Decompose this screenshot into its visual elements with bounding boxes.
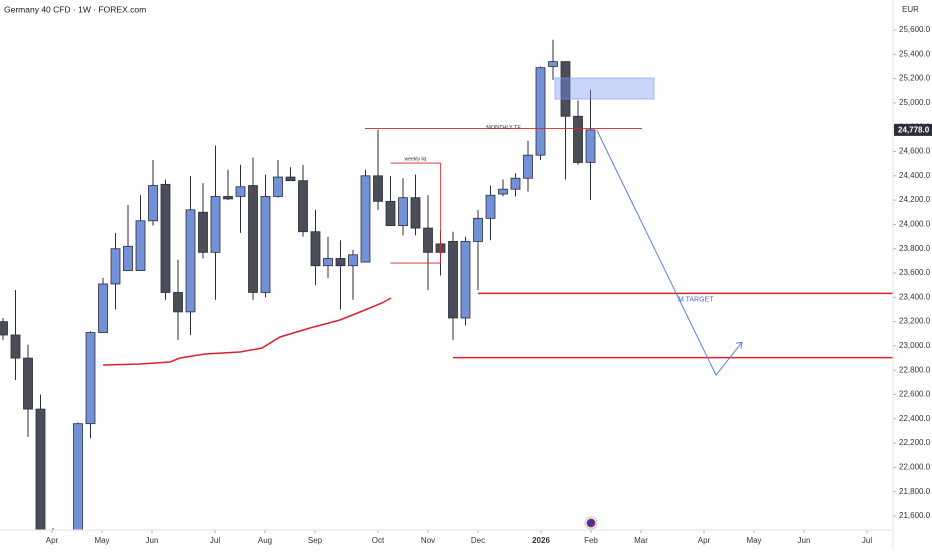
candle-body <box>323 258 333 267</box>
y-tick-label: 23,000.0 <box>899 341 931 350</box>
candle-body <box>423 227 433 253</box>
candle-body <box>448 241 458 319</box>
candle-body <box>523 154 533 179</box>
current-price-box <box>894 123 932 136</box>
candle-body <box>235 186 246 197</box>
y-tick-label: 24,600.0 <box>899 147 931 156</box>
candle-body <box>223 196 233 200</box>
candle-body <box>510 177 521 190</box>
candle-body <box>335 258 346 267</box>
x-tick-label: May <box>746 536 761 545</box>
x-tick-label: Oct <box>372 536 385 545</box>
candle-body <box>548 61 558 67</box>
weekly-liq-label: weekly liq <box>405 156 427 162</box>
chart-title: Germany 40 CFD · 1W · FOREX.com <box>4 4 146 14</box>
x-tick-label: Jun <box>146 536 159 545</box>
y-tick-label: 25,000.0 <box>899 98 931 107</box>
x-tick-label: Apr <box>46 536 59 545</box>
x-tick-label: 2026 <box>532 536 550 545</box>
projection-path <box>596 129 743 377</box>
x-tick-label: Feb <box>584 536 598 545</box>
candle-body <box>185 209 196 313</box>
candle-body <box>573 115 583 163</box>
x-tick-label: Apr <box>698 536 711 545</box>
candle-body <box>23 357 33 410</box>
candle-body <box>498 188 508 195</box>
candle-body <box>385 200 396 227</box>
plot-area: MONTHLY TF weekly liq M TARGET <box>0 39 893 530</box>
candle-body <box>160 183 171 293</box>
candle-body <box>85 332 96 425</box>
x-tick-label: Jul <box>862 536 872 545</box>
candle-body <box>148 185 158 222</box>
candle-body <box>10 334 21 359</box>
y-tick-label: 23,200.0 <box>899 317 931 326</box>
candle-body <box>535 67 546 156</box>
candle-body <box>285 176 296 182</box>
candle-body <box>373 175 383 202</box>
y-tick-label: 23,400.0 <box>899 292 931 301</box>
y-tick-label: 22,000.0 <box>899 463 931 472</box>
y-tick-label: 23,800.0 <box>899 244 931 253</box>
x-tick-label: Nov <box>421 536 435 545</box>
x-tick-label: Sep <box>308 536 323 545</box>
candle-body <box>260 196 271 293</box>
candle-body <box>110 248 121 285</box>
supply-zone <box>554 77 655 100</box>
candle-body <box>460 241 471 319</box>
currency-label: EUR <box>902 5 919 14</box>
y-tick-label: 24,400.0 <box>899 171 931 180</box>
candle-body <box>298 180 308 233</box>
candle-body <box>73 423 83 530</box>
y-tick-label: 22,600.0 <box>899 390 931 399</box>
candle-body <box>210 196 221 253</box>
y-tick-label: 21,600.0 <box>899 511 931 520</box>
y-tick-label: 21,800.0 <box>899 487 931 496</box>
y-tick-label: 23,600.0 <box>899 268 931 277</box>
x-tick-label: Jun <box>798 536 811 545</box>
x-tick-label: Dec <box>471 536 485 545</box>
candle-body <box>473 217 483 242</box>
candle-body <box>173 292 183 313</box>
moving-average <box>102 297 392 366</box>
y-tick-label: 24,200.0 <box>899 195 931 204</box>
weekly-liq-box <box>390 162 441 264</box>
candle-body <box>485 194 496 219</box>
x-tick-label: Aug <box>258 536 272 545</box>
y-tick-label: 25,400.0 <box>899 49 931 58</box>
y-tick-label: 24,000.0 <box>899 220 931 229</box>
candle-body <box>273 176 283 197</box>
candle-body <box>360 175 371 263</box>
x-tick-label: May <box>94 536 109 545</box>
candle-body <box>348 254 358 267</box>
candle-body <box>0 321 8 336</box>
y-tick-label: 25,200.0 <box>899 74 931 83</box>
candle-body <box>198 211 208 253</box>
y-tick-label: 25,600.0 <box>899 25 931 34</box>
candle-body <box>410 197 421 229</box>
monthly-tf-label: MONTHLY TF <box>486 125 521 131</box>
candle-body <box>98 283 108 333</box>
candle-body <box>560 61 571 117</box>
candle-body <box>35 408 46 530</box>
projection-arrowhead <box>735 341 743 349</box>
candle-body <box>398 197 408 227</box>
y-tick-label: 22,800.0 <box>899 365 931 374</box>
candle-body <box>248 185 258 293</box>
candle-body <box>585 129 596 163</box>
y-tick-label: 22,400.0 <box>899 414 931 423</box>
event-icon-inner <box>586 518 596 528</box>
x-tick-label: Mar <box>634 536 648 545</box>
current-price-label: 24,778.0 <box>898 125 930 134</box>
candle-body <box>123 245 133 271</box>
candle-body <box>310 231 321 267</box>
x-tick-label: Jul <box>210 536 220 545</box>
candle-body <box>135 220 146 271</box>
y-tick-label: 22,200.0 <box>899 438 931 447</box>
target-label: M TARGET <box>678 296 714 303</box>
